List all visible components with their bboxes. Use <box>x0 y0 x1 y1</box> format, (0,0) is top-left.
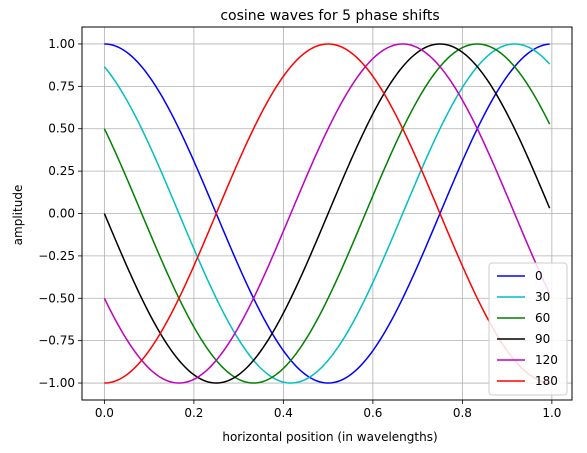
legend-label-90: 90 <box>535 332 550 346</box>
y-axis-ticks: −1.00 −0.75 −0.50 −0.25 0.00 0.25 0.50 0.75 1.00 <box>38 37 82 390</box>
legend-label-180: 180 <box>535 374 558 388</box>
x-tick-label: 0.4 <box>274 406 293 420</box>
y-tick-label: 0.25 <box>48 164 75 178</box>
legend-label-60: 60 <box>535 311 550 325</box>
y-tick-label: −0.75 <box>38 334 75 348</box>
x-tick-label: 0.0 <box>95 406 114 420</box>
x-tick-label: 0.2 <box>184 406 203 420</box>
x-axis-ticks: 0.0 0.2 0.4 0.6 0.8 1.0 <box>95 400 561 420</box>
x-tick-label: 0.8 <box>453 406 472 420</box>
series-lines <box>103 43 551 384</box>
legend: 0 30 60 90 120 180 <box>488 262 568 396</box>
y-tick-label: 1.00 <box>48 37 75 51</box>
y-tick-label: −0.25 <box>38 249 75 263</box>
legend-label-0: 0 <box>535 269 543 283</box>
x-axis-label: horizontal position (in wavelengths) <box>222 430 437 444</box>
x-tick-label: 1.0 <box>542 406 561 420</box>
legend-box <box>488 262 568 396</box>
y-tick-label: −0.50 <box>38 291 75 305</box>
grid <box>82 27 572 400</box>
y-axis-label: amplitude <box>11 185 25 246</box>
chart-title: cosine waves for 5 phase shifts <box>220 8 439 24</box>
legend-label-30: 30 <box>535 290 550 304</box>
y-tick-label: −1.00 <box>38 376 75 390</box>
series-line-180 <box>104 43 550 384</box>
y-tick-label: 0.00 <box>48 207 75 221</box>
series-line-120 <box>103 43 551 384</box>
series-line-30 <box>103 43 551 384</box>
legend-label-120: 120 <box>535 353 558 367</box>
x-tick-label: 0.6 <box>363 406 382 420</box>
series-line-0 <box>104 43 550 384</box>
y-tick-label: 0.75 <box>48 79 75 93</box>
y-tick-label: 0.50 <box>48 122 75 136</box>
series-line-90 <box>103 43 551 384</box>
